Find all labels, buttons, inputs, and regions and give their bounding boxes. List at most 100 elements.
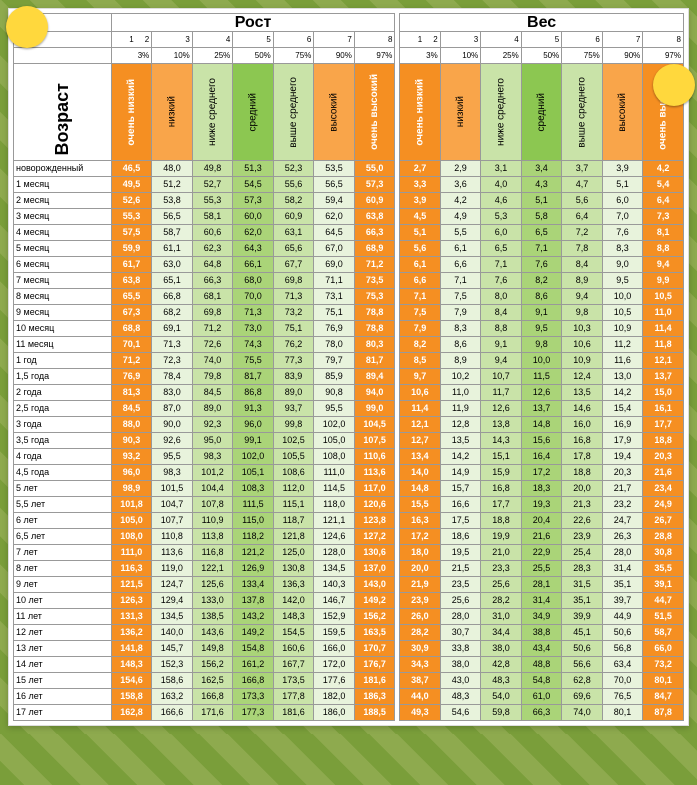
h-cell: 81,3 [111, 385, 152, 401]
age-cell: 10 лет [14, 593, 112, 609]
w-cell: 6,5 [521, 225, 562, 241]
growth-table-card: РостВес1 23456781 23456783%10%25%50%75%9… [8, 8, 689, 726]
level-label: очень низкий [111, 64, 152, 161]
age-cell: 1 месяц [14, 177, 112, 193]
w-cell: 16,8 [481, 481, 522, 497]
w-cell: 6,4 [562, 209, 603, 225]
w-cell: 23,2 [602, 497, 643, 513]
w-cell: 18,0 [400, 545, 441, 561]
w-cell: 31,5 [562, 577, 603, 593]
pct: 10% [152, 48, 193, 64]
h-cell: 63,8 [354, 209, 395, 225]
w-cell: 18,8 [562, 465, 603, 481]
w-cell: 18,8 [481, 513, 522, 529]
w-cell: 15,4 [602, 401, 643, 417]
h-cell: 71,1 [314, 273, 355, 289]
level-label: низкий [440, 64, 481, 161]
w-cell: 50,6 [602, 625, 643, 641]
blank [14, 48, 112, 64]
h-cell: 88,0 [111, 417, 152, 433]
h-cell: 65,1 [152, 273, 193, 289]
h-cell: 110,9 [192, 513, 233, 529]
h-cell: 65,5 [111, 289, 152, 305]
age-cell: 7 месяц [14, 273, 112, 289]
w-cell: 7,1 [400, 289, 441, 305]
w-cell: 8,3 [602, 241, 643, 257]
w-cell: 10,2 [440, 369, 481, 385]
w-cell: 10,9 [562, 353, 603, 369]
w-cell: 14,8 [400, 481, 441, 497]
w-cell: 21,5 [440, 561, 481, 577]
h-cell: 142,0 [273, 593, 314, 609]
w-cell: 13,7 [521, 401, 562, 417]
w-cell: 20,3 [643, 449, 684, 465]
age-cell: 5 месяц [14, 241, 112, 257]
h-cell: 154,5 [273, 625, 314, 641]
w-cell: 3,3 [400, 177, 441, 193]
w-cell: 15,7 [440, 481, 481, 497]
w-cell: 11,6 [602, 353, 643, 369]
w-cell: 20,0 [562, 481, 603, 497]
h-cell: 66,3 [354, 225, 395, 241]
w-cell: 19,9 [481, 529, 522, 545]
h-cell: 143,0 [354, 577, 395, 593]
w-cell: 10,7 [481, 369, 522, 385]
w-cell: 43,0 [440, 673, 481, 689]
age-cell: 9 лет [14, 577, 112, 593]
h-cell: 96,0 [111, 465, 152, 481]
h-cell: 126,9 [233, 561, 274, 577]
w-cell: 6,0 [602, 193, 643, 209]
w-cell: 10,5 [602, 305, 643, 321]
w-cell: 16,8 [562, 433, 603, 449]
w-cell: 10,9 [602, 321, 643, 337]
h-cell: 119,0 [152, 561, 193, 577]
h-cell: 133,4 [233, 577, 274, 593]
w-cell: 28,0 [440, 609, 481, 625]
h-cell: 186,3 [354, 689, 395, 705]
h-cell: 156,2 [192, 657, 233, 673]
h-cell: 55,6 [273, 177, 314, 193]
h-cell: 99,8 [273, 417, 314, 433]
w-cell: 13,7 [643, 369, 684, 385]
h-cell: 173,5 [273, 673, 314, 689]
h-cell: 140,0 [152, 625, 193, 641]
h-cell: 134,5 [314, 561, 355, 577]
age-header: Возраст [14, 64, 112, 161]
w-cell: 7,1 [481, 257, 522, 273]
w-cell: 59,8 [481, 705, 522, 721]
h-cell: 79,8 [192, 369, 233, 385]
h-cell: 171,6 [192, 705, 233, 721]
h-cell: 87,0 [152, 401, 193, 417]
h-cell: 51,3 [233, 161, 274, 177]
w-cell: 13,5 [440, 433, 481, 449]
age-cell: 16 лет [14, 689, 112, 705]
h-cell: 66,1 [233, 257, 274, 273]
w-cell: 5,3 [481, 209, 522, 225]
h-cell: 102,0 [233, 449, 274, 465]
h-cell: 83,0 [152, 385, 193, 401]
age-cell: 5 лет [14, 481, 112, 497]
w-cell: 58,7 [643, 625, 684, 641]
w-cell: 2,9 [440, 161, 481, 177]
col-num: 1 2 [111, 32, 152, 48]
h-cell: 70,0 [233, 289, 274, 305]
w-cell: 19,3 [521, 497, 562, 513]
level-label: ниже среднего [481, 64, 522, 161]
age-cell: 6 месяц [14, 257, 112, 273]
h-cell: 71,2 [192, 321, 233, 337]
h-cell: 105,0 [111, 513, 152, 529]
age-cell: 4 месяц [14, 225, 112, 241]
w-cell: 9,7 [400, 369, 441, 385]
w-cell: 26,0 [400, 609, 441, 625]
decorative-flower [653, 64, 695, 106]
w-cell: 16,1 [643, 401, 684, 417]
h-cell: 120,6 [354, 497, 395, 513]
w-cell: 25,4 [562, 545, 603, 561]
w-cell: 4,3 [521, 177, 562, 193]
w-cell: 7,5 [400, 305, 441, 321]
h-cell: 67,7 [273, 257, 314, 273]
h-cell: 121,5 [111, 577, 152, 593]
h-cell: 138,5 [192, 609, 233, 625]
h-cell: 75,5 [233, 353, 274, 369]
h-cell: 73,0 [233, 321, 274, 337]
